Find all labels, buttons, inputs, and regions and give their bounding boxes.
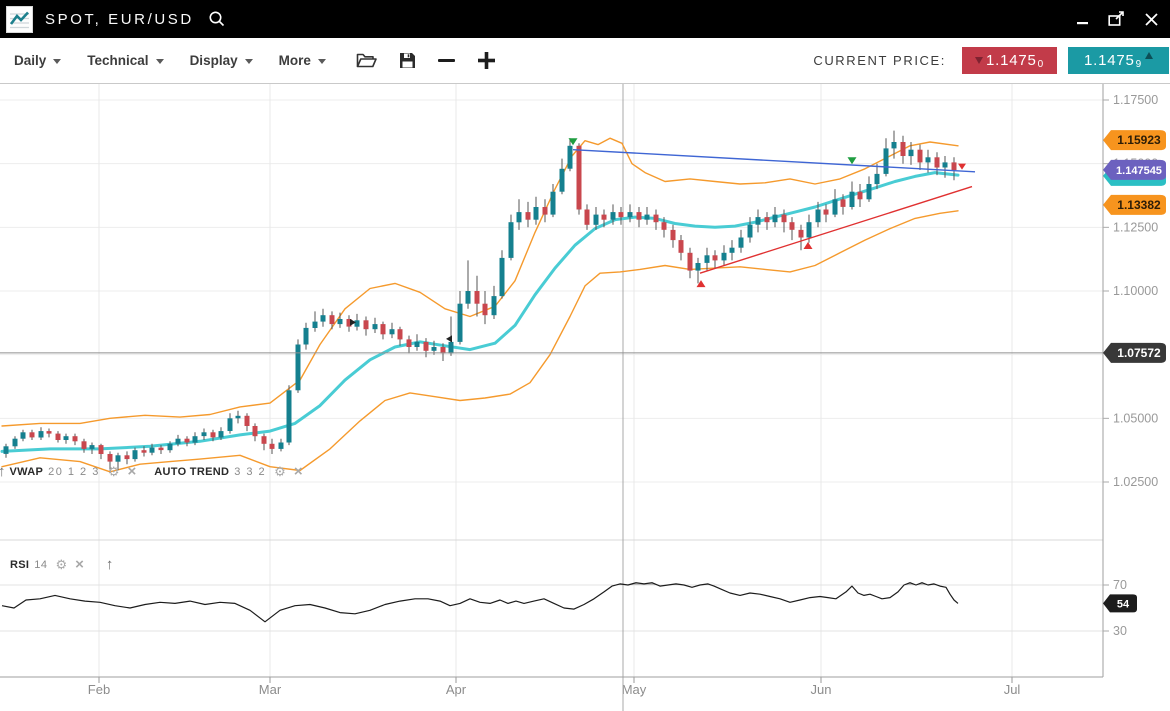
price-tick-label: 1.17500 bbox=[1113, 93, 1158, 107]
autotrend-settings-gear-icon[interactable]: ⚙ bbox=[274, 463, 286, 479]
price-tick-label: 1.12500 bbox=[1113, 220, 1158, 234]
vwap-remove-icon[interactable]: × bbox=[127, 463, 137, 480]
month-label: Feb bbox=[88, 682, 110, 697]
sell-signal-marker bbox=[847, 157, 857, 165]
timeframe-dropdown[interactable]: Daily bbox=[14, 53, 62, 68]
overlay-indicator-legend: ↑ VWAP 20 1 2 3 ⚙ × AUTO TREND 3 3 2 ⚙ × bbox=[0, 463, 303, 480]
instrument-title: SPOT, EUR/USD bbox=[45, 10, 194, 28]
month-label: May bbox=[622, 682, 647, 697]
zoom-in-button[interactable] bbox=[477, 51, 496, 70]
more-label: More bbox=[278, 53, 311, 68]
last-tick-arrow bbox=[958, 163, 966, 170]
window-controls bbox=[1074, 10, 1160, 28]
buy-signal-marker bbox=[803, 241, 813, 249]
price-badge-value: 1.15923 bbox=[1117, 133, 1161, 147]
ask-price-value: 1.1475 bbox=[1083, 52, 1135, 69]
candlesticks bbox=[3, 130, 957, 471]
bid-pip-digit: 0 bbox=[1037, 59, 1045, 70]
rsi-overbought-fill bbox=[616, 582, 937, 585]
chevron-down-icon bbox=[244, 59, 253, 64]
save-icon[interactable] bbox=[399, 52, 416, 69]
bollinger-upper-band bbox=[1, 137, 959, 427]
sell-signal-marker bbox=[568, 138, 578, 146]
price-badge bbox=[1103, 194, 1166, 215]
rsi-value-badge bbox=[1103, 594, 1137, 613]
auto-trend-resistance-line[interactable] bbox=[572, 148, 976, 173]
search-icon[interactable] bbox=[208, 10, 226, 28]
zoom-out-button[interactable] bbox=[437, 58, 455, 63]
vwap-legend-params: 20 1 2 3 bbox=[48, 465, 100, 478]
price-badge-value: 1.147545 bbox=[1116, 165, 1162, 177]
price-badge bbox=[1103, 159, 1166, 180]
rsi-move-up-icon[interactable]: ↑ bbox=[105, 556, 114, 573]
price-badge-value: 1.13382 bbox=[1117, 198, 1161, 212]
open-folder-icon[interactable] bbox=[356, 52, 377, 69]
bid-price-badge: 1.1475 0 bbox=[962, 47, 1057, 74]
rsi-remove-icon[interactable]: × bbox=[75, 556, 84, 573]
trade-mark-arrow bbox=[350, 318, 356, 326]
app-logo-icon bbox=[6, 5, 33, 33]
chart-toolbar: Daily Technical Display More CURRENT P bbox=[0, 38, 1170, 84]
month-label: Jul bbox=[1004, 682, 1021, 697]
vwap-settings-gear-icon[interactable]: ⚙ bbox=[107, 463, 120, 479]
timeframe-label: Daily bbox=[14, 53, 47, 68]
technical-dropdown[interactable]: Technical bbox=[87, 53, 164, 68]
bollinger-lower-band bbox=[1, 210, 959, 473]
autotrend-remove-icon[interactable]: × bbox=[293, 463, 303, 480]
more-dropdown[interactable]: More bbox=[279, 53, 326, 68]
vwap-line bbox=[0, 171, 960, 453]
trade-mark-arrow bbox=[446, 335, 452, 343]
price-tick-label: 1.10000 bbox=[1113, 284, 1158, 298]
rsi-badge-value: 54 bbox=[1117, 598, 1130, 610]
display-dropdown[interactable]: Display bbox=[190, 53, 253, 68]
price-down-arrow-icon bbox=[974, 57, 983, 64]
chevron-down-icon bbox=[53, 59, 62, 64]
display-label: Display bbox=[189, 53, 238, 68]
close-icon[interactable] bbox=[1142, 10, 1160, 28]
price-badge bbox=[1103, 342, 1166, 363]
month-label: Mar bbox=[259, 682, 282, 697]
ask-price-badge: 1.1475 9 bbox=[1068, 47, 1169, 74]
vwap-legend-name: VWAP bbox=[9, 465, 44, 478]
autotrend-legend-params: 3 3 2 bbox=[234, 465, 267, 478]
ask-pip-digit: 9 bbox=[1135, 59, 1143, 70]
price-chart-canvas[interactable]: FebMarAprMayJunJul1.175001.150001.125001… bbox=[0, 84, 1170, 711]
auto-trend-support-line[interactable] bbox=[699, 185, 973, 274]
price-badge-value: 1.07572 bbox=[1117, 346, 1161, 360]
current-price-label: CURRENT PRICE: bbox=[813, 53, 946, 68]
chart-area: FebMarAprMayJunJul1.175001.150001.125001… bbox=[0, 84, 1170, 711]
rsi-legend-name: RSI bbox=[10, 558, 30, 571]
rsi-legend-params: 14 bbox=[34, 558, 48, 571]
move-indicator-up-icon[interactable]: ↑ bbox=[0, 463, 6, 480]
price-tick-label: 1.05000 bbox=[1113, 411, 1158, 425]
popout-button[interactable] bbox=[1108, 10, 1126, 28]
rsi-settings-gear-icon[interactable]: ⚙ bbox=[55, 556, 68, 572]
rsi-tick-label: 30 bbox=[1113, 624, 1127, 638]
autotrend-legend-name: AUTO TREND bbox=[154, 465, 230, 478]
chevron-down-icon bbox=[317, 59, 326, 64]
rsi-tick-label: 70 bbox=[1113, 578, 1127, 592]
month-label: Jun bbox=[811, 682, 832, 697]
rsi-line bbox=[1, 582, 959, 623]
rsi-indicator-legend: RSI 14 ⚙ × ↑ bbox=[10, 556, 113, 573]
technical-label: Technical bbox=[87, 53, 149, 68]
month-label: Apr bbox=[446, 682, 467, 697]
bid-price-value: 1.1475 bbox=[985, 52, 1037, 69]
price-tick-label: 1.02500 bbox=[1113, 475, 1158, 489]
buy-signal-marker bbox=[696, 280, 706, 288]
title-bar: SPOT, EUR/USD bbox=[0, 0, 1170, 38]
minimize-button[interactable] bbox=[1074, 10, 1092, 28]
chevron-down-icon bbox=[155, 59, 164, 64]
price-badge bbox=[1103, 130, 1166, 151]
price-up-arrow-icon bbox=[1145, 52, 1154, 59]
